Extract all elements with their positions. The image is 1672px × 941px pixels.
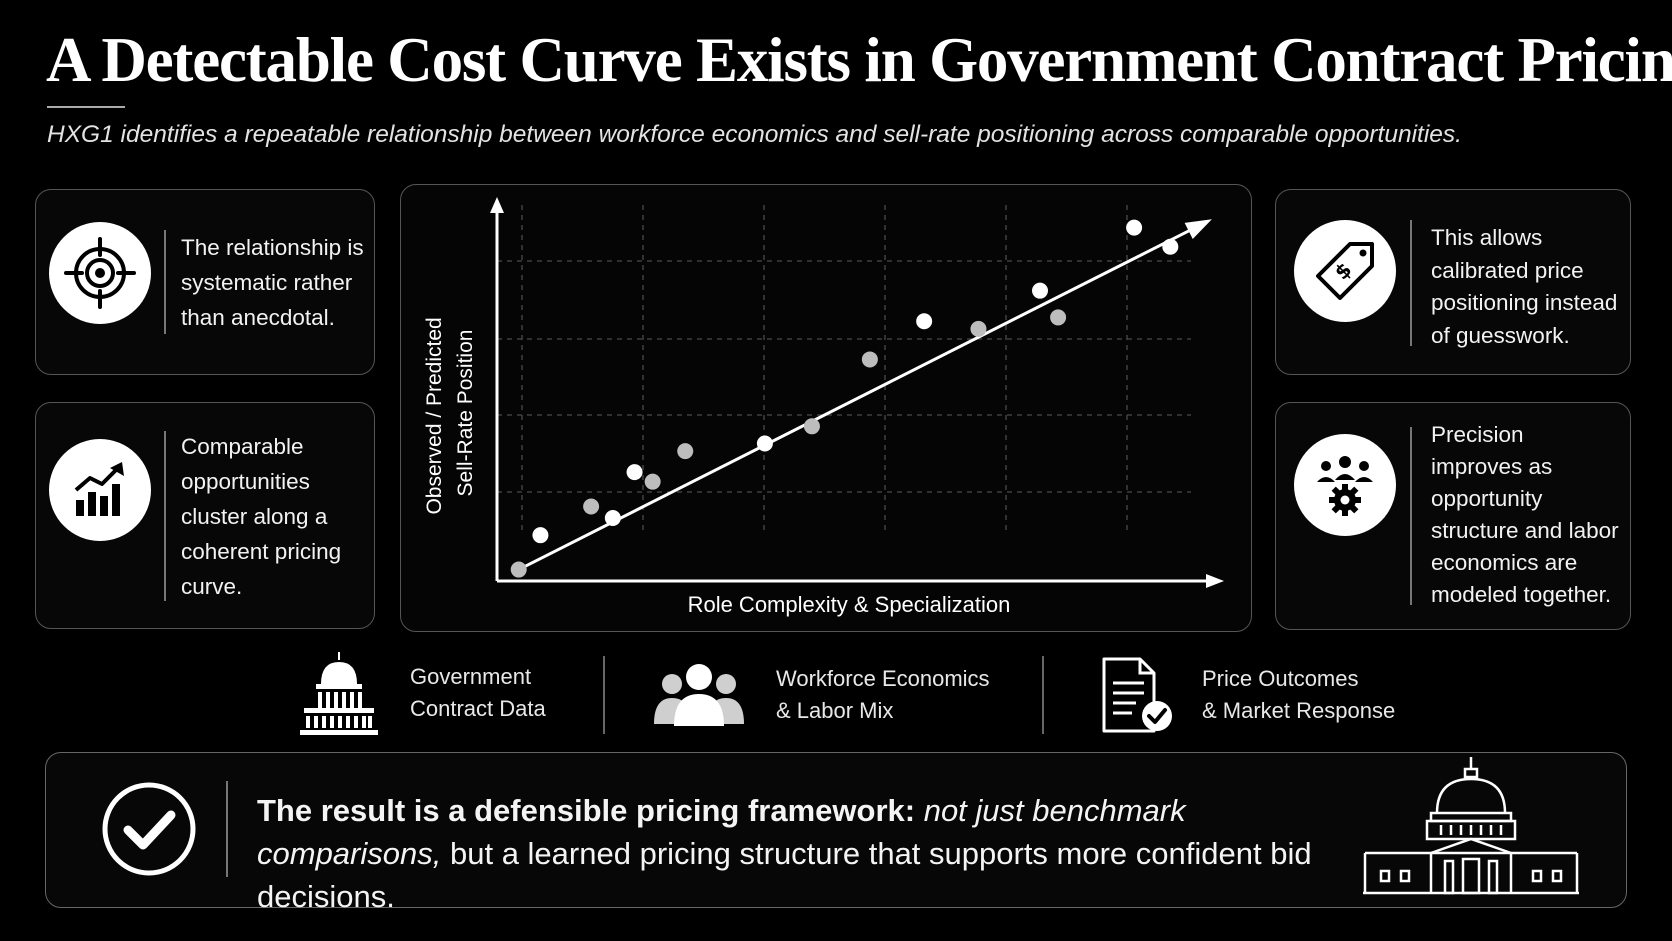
source-label: Price Outcomes & Market Response: [1202, 666, 1396, 723]
data-point: [916, 313, 933, 330]
x-axis-arrow: [1206, 574, 1224, 588]
data-point: [604, 509, 621, 526]
card-precision: Precision improves as opportunity struct…: [1275, 402, 1631, 630]
capitol-icon: [300, 652, 378, 735]
data-point: [756, 435, 773, 452]
data-point: [970, 320, 987, 337]
result-divider: [226, 781, 228, 877]
growth-chart-icon: [74, 462, 124, 516]
data-point: [532, 527, 549, 544]
source-workforce: Workforce Economics & Labor Mix: [652, 662, 990, 728]
y-axis-label-line-2: Sell-Rate Position: [454, 330, 477, 497]
source-separator: [1042, 656, 1044, 734]
data-point: [626, 464, 643, 481]
cost-curve-chart: Role Complexity & Specialization Observe…: [400, 184, 1252, 632]
trend-line-arrow: [1184, 219, 1212, 239]
team-gear-icon-circle: [1294, 434, 1396, 536]
y-axis-label: Observed / Predicted Sell-Rate Position: [423, 311, 477, 514]
source-government-data: Government Contract Data: [296, 650, 546, 736]
target-icon-circle: [49, 222, 151, 324]
card-text: The relationship is systematic rather th…: [181, 235, 364, 330]
card-calibrated: $ This allows calibrated price positioni…: [1275, 189, 1631, 375]
people-icon: [654, 664, 744, 726]
data-point: [861, 351, 878, 368]
data-point: [1162, 238, 1179, 255]
result-statement: The result is a defensible pricing frame…: [257, 789, 1367, 918]
checkmark-icon: [102, 782, 196, 876]
target-icon: [64, 237, 136, 309]
card-text: Precision improves as opportunity struct…: [1431, 422, 1619, 607]
source-separator: [603, 656, 605, 734]
y-axis-label-line-1: Observed / Predicted: [423, 317, 446, 514]
result-italic: not just benchmark comparisons,: [257, 793, 1186, 871]
team-gear-icon: [1317, 456, 1373, 516]
source-price-outcomes: Price Outcomes & Market Response: [1100, 655, 1395, 735]
data-point: [583, 498, 600, 515]
data-point: [803, 418, 820, 435]
title-underline: [47, 106, 125, 108]
trend-line: [518, 220, 1208, 571]
data-point: [1126, 219, 1143, 236]
page-title: A Detectable Cost Curve Exists in Govern…: [46, 25, 1672, 95]
card-text: This allows calibrated price positioning…: [1431, 225, 1618, 348]
result-bold: The result is a defensible pricing frame…: [257, 793, 916, 828]
result-rest: but a learned pricing structure that sup…: [257, 836, 1312, 914]
card-divider: [1410, 220, 1412, 346]
source-label: Workforce Economics & Labor Mix: [776, 666, 990, 723]
card-divider: [164, 431, 166, 601]
page-subtitle: HXG1 identifies a repeatable relationshi…: [47, 121, 1462, 148]
document-check-icon: [1102, 657, 1172, 733]
x-axis-label: Role Complexity & Specialization: [688, 592, 1011, 617]
growth-chart-icon-circle: [49, 439, 151, 541]
card-divider: [164, 230, 166, 334]
chart-svg: Role Complexity & Specialization Observe…: [423, 197, 1224, 617]
capitol-outline-icon: [1363, 757, 1579, 895]
data-point: [1050, 309, 1067, 326]
source-label: Government Contract Data: [410, 664, 546, 721]
card-cluster: Comparable opportunities cluster along a…: [35, 402, 375, 629]
result-banner: The result is a defensible pricing frame…: [45, 752, 1627, 914]
price-tag-icon: $: [1316, 242, 1374, 300]
data-point: [644, 473, 661, 490]
y-axis-arrow: [490, 197, 504, 213]
price-tag-icon-circle: $: [1294, 220, 1396, 322]
card-text: Comparable opportunities cluster along a…: [181, 434, 342, 599]
card-divider: [1410, 427, 1412, 605]
data-point: [677, 443, 694, 460]
card-systematic: The relationship is systematic rather th…: [35, 189, 375, 375]
data-point: [1032, 282, 1048, 299]
data-point: [510, 561, 527, 578]
